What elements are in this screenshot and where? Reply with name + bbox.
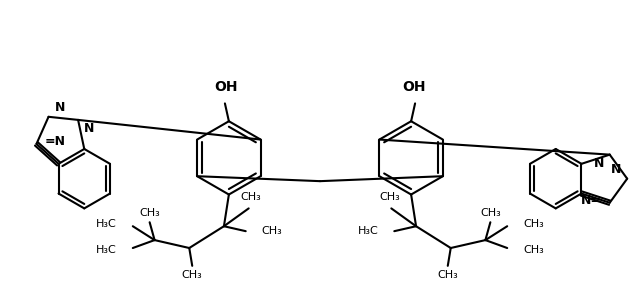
Text: N: N: [593, 157, 604, 170]
Text: CH₃: CH₃: [240, 192, 261, 203]
Text: CH₃: CH₃: [140, 208, 160, 218]
Text: H₃C: H₃C: [358, 226, 378, 236]
Text: N: N: [84, 122, 95, 135]
Text: CH₃: CH₃: [523, 219, 544, 229]
Text: CH₃: CH₃: [262, 226, 282, 236]
Text: N=: N=: [580, 194, 602, 207]
Text: CH₃: CH₃: [379, 192, 400, 203]
Text: OH: OH: [214, 79, 237, 93]
Text: H₃C: H₃C: [96, 245, 117, 255]
Text: OH: OH: [403, 79, 426, 93]
Text: CH₃: CH₃: [182, 270, 203, 280]
Text: =N: =N: [44, 135, 65, 148]
Text: CH₃: CH₃: [437, 270, 458, 280]
Text: H₃C: H₃C: [96, 219, 117, 229]
Text: N: N: [54, 101, 65, 114]
Text: N: N: [611, 163, 621, 176]
Text: CH₃: CH₃: [523, 245, 544, 255]
Text: CH₃: CH₃: [480, 208, 500, 218]
